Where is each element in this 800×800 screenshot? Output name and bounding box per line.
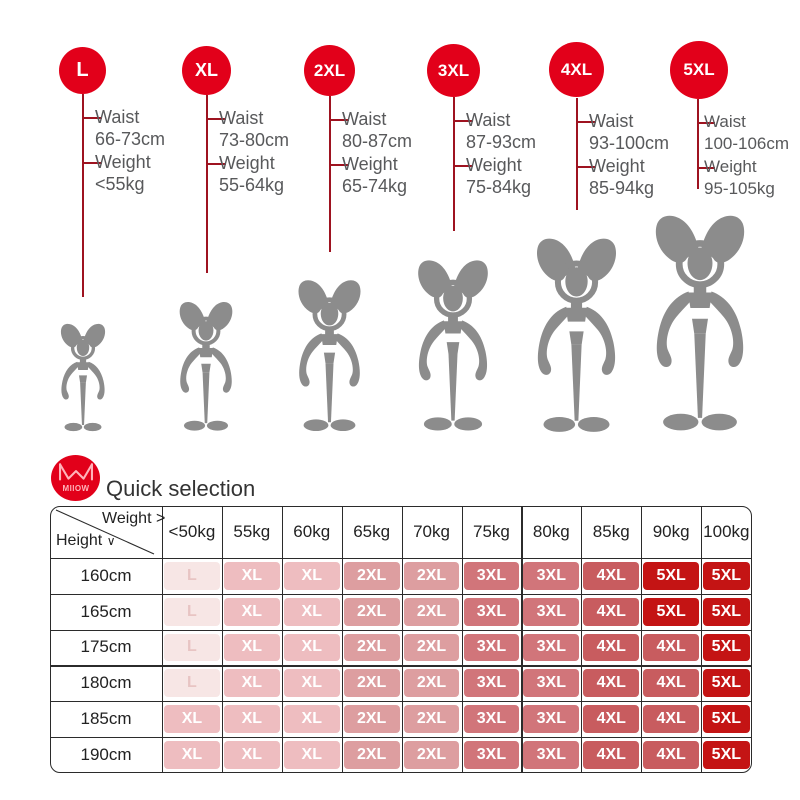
svg-text:MllOW: MllOW <box>63 484 90 493</box>
